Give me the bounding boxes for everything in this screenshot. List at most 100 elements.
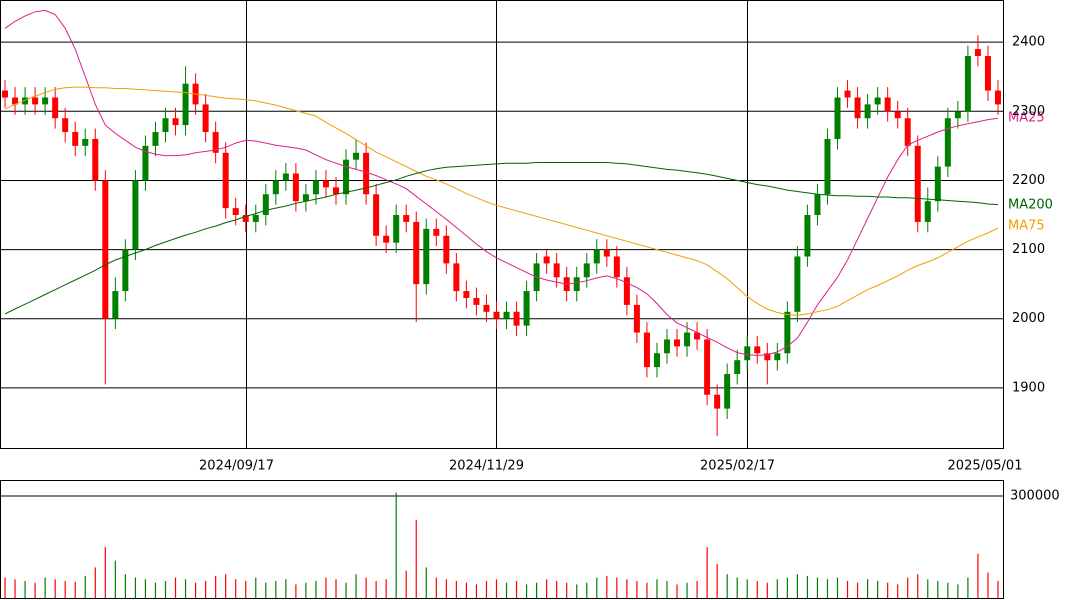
y-tick-label: 2100 (1012, 242, 1045, 257)
candle-body (994, 90, 1001, 105)
candle-body (82, 138, 89, 146)
candle-body (934, 166, 941, 202)
candle-body (22, 97, 29, 105)
candle-body (623, 277, 630, 305)
candle-body (503, 311, 510, 319)
candle-body (443, 235, 450, 264)
candle-body (112, 291, 119, 319)
candle-body (874, 97, 881, 105)
candle-body (252, 215, 259, 222)
candle-body (32, 97, 39, 105)
candle-body (42, 97, 49, 105)
y-tick-label: 2000 (1012, 311, 1045, 326)
candle-body (312, 180, 319, 195)
candle-body (844, 90, 851, 98)
candle-body (242, 215, 249, 222)
candle-body (744, 346, 751, 361)
candle-body (433, 228, 440, 236)
candle-body (393, 215, 400, 243)
candle-body (613, 256, 620, 278)
candle-body (663, 339, 670, 354)
ma-line (4, 9, 999, 356)
candle-body (714, 394, 721, 409)
candle-body (423, 228, 430, 285)
candle-body (172, 118, 179, 126)
candle-body (864, 104, 871, 119)
candle-body (383, 235, 390, 243)
candle-body (704, 339, 711, 395)
price-frame (0, 0, 1004, 449)
candle-body (373, 194, 380, 236)
candle-body (122, 249, 129, 292)
candle-body (62, 118, 69, 133)
candle-body (152, 132, 159, 146)
ma-line (4, 86, 999, 316)
candle-body (553, 263, 560, 278)
legend-label: MA75 (1008, 219, 1045, 234)
candle-body (583, 263, 590, 278)
candle-body (944, 118, 951, 167)
candle-body (854, 97, 861, 119)
ma-line (4, 162, 999, 315)
y-tick-label: 300000 (1010, 488, 1060, 503)
candle-body (794, 256, 801, 312)
candle-body (834, 97, 841, 139)
candle-body (142, 145, 149, 181)
candle-body (72, 132, 79, 146)
candle-body (774, 353, 781, 361)
candle-body (754, 346, 761, 354)
candle-body (262, 194, 269, 216)
candle-body (674, 339, 681, 347)
candle-body (493, 311, 500, 319)
candle-body (353, 152, 360, 160)
candle-body (593, 249, 600, 264)
candle-body (232, 208, 239, 216)
y-tick-label: 2400 (1012, 35, 1045, 50)
volume-frame (0, 480, 1004, 599)
candle-body (272, 180, 279, 195)
candle-body (734, 360, 741, 375)
candle-body (684, 332, 691, 347)
candle-body (784, 311, 791, 354)
x-tick-label: 2025/05/01 (948, 459, 1023, 474)
candle-body (12, 97, 19, 105)
candle-body (653, 353, 660, 368)
y-tick-label: 1900 (1012, 380, 1045, 395)
candle-body (132, 180, 139, 250)
legend-label: MA200 (1008, 198, 1053, 213)
candle-body (162, 118, 169, 133)
candle-body (52, 97, 59, 119)
candle-body (543, 256, 550, 264)
candle-body (463, 291, 470, 298)
candle-body (643, 332, 650, 368)
x-tick-label: 2025/02/17 (700, 459, 775, 474)
x-tick-label: 2024/11/29 (449, 459, 524, 474)
candle-body (333, 187, 340, 195)
candle-body (964, 56, 971, 112)
candle-body (694, 332, 701, 340)
candle-body (724, 374, 731, 409)
candle-body (483, 304, 490, 312)
candle-body (182, 83, 189, 126)
candle-body (984, 56, 991, 91)
candle-body (633, 304, 640, 333)
legend-label: MA25 (1008, 111, 1045, 126)
candle-body (884, 97, 891, 112)
candle-body (322, 180, 329, 188)
candle-body (764, 353, 771, 361)
candle-body (904, 118, 911, 146)
candle-body (403, 215, 410, 222)
candle-body (413, 221, 420, 285)
candle-body (523, 291, 530, 326)
candle-body (343, 159, 350, 195)
x-tick-label: 2024/09/17 (199, 459, 274, 474)
candle-body (824, 138, 831, 195)
candle-body (603, 249, 610, 257)
y-tick-label: 2200 (1012, 173, 1045, 188)
candle-body (914, 145, 921, 222)
candle-body (804, 215, 811, 257)
candle-body (894, 111, 901, 119)
candle-body (974, 49, 981, 56)
candle-body (814, 194, 821, 216)
